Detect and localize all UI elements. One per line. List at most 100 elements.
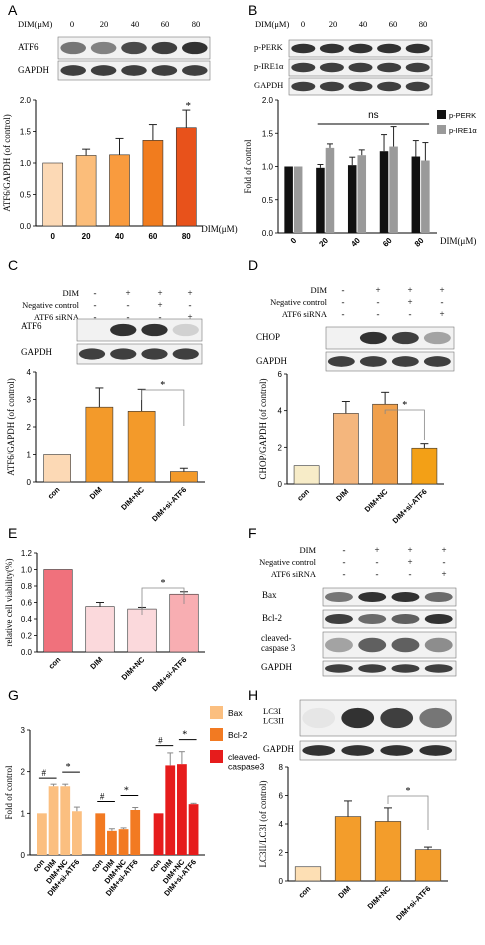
blot-label: ATF6 bbox=[21, 321, 42, 331]
blot-F-bcl2-band bbox=[358, 613, 387, 625]
F-condition-value: + bbox=[441, 569, 446, 579]
blot-D-gapdh-band bbox=[359, 356, 387, 367]
legend-label: p-PERK bbox=[449, 111, 476, 120]
y-axis-label: LC3II/LC3I (of control) bbox=[258, 781, 268, 868]
D-condition-label: ATF6 siRNA bbox=[282, 309, 328, 319]
blot-F-bcl2-band bbox=[391, 613, 420, 625]
C-condition-value: - bbox=[159, 312, 162, 322]
bracket-line bbox=[384, 409, 425, 440]
blot-B-ire1-band bbox=[405, 62, 430, 73]
panel-letter-E: E bbox=[8, 525, 17, 541]
x-tick-label: 60 bbox=[381, 236, 394, 249]
blot-label: GAPDH bbox=[18, 65, 50, 75]
dim-header-value: 40 bbox=[359, 19, 368, 29]
x-tick-label: 20 bbox=[317, 236, 330, 249]
D-condition-value: - bbox=[342, 297, 345, 307]
blot-B-perk-band bbox=[348, 43, 373, 54]
blot-A-atf6-band bbox=[121, 41, 147, 55]
x-tick-label: DIM+si-ATF6 bbox=[150, 485, 188, 523]
blot-D-gapdh-band bbox=[327, 356, 355, 367]
bar bbox=[316, 167, 325, 233]
y-tick-label: 0.0 bbox=[21, 648, 33, 657]
y-tick-label: 0.0 bbox=[20, 222, 32, 231]
blot-C-atf6-frame bbox=[76, 318, 203, 342]
legend-label: cleaved-caspase3 bbox=[228, 752, 265, 772]
y-tick-label: 1.5 bbox=[20, 128, 32, 137]
y-axis-label: relative cell viability(%) bbox=[4, 559, 14, 647]
y-tick-label: 2 bbox=[21, 768, 26, 777]
bracket-line bbox=[141, 389, 185, 426]
blot-A-atf6-band bbox=[60, 41, 86, 55]
y-tick-label: 2 bbox=[278, 443, 283, 452]
C-condition-value: + bbox=[157, 300, 162, 310]
y-tick-label: 0 bbox=[27, 478, 32, 487]
blot-H-gapdh-band bbox=[380, 745, 414, 756]
blot-F-casp3-band bbox=[424, 637, 453, 653]
blot-D-chop-frame bbox=[325, 326, 455, 350]
blot-H-lc3-band bbox=[419, 707, 453, 729]
bar bbox=[153, 813, 164, 855]
dim-header-value: 40 bbox=[131, 19, 140, 29]
blot-F-bax-band bbox=[391, 591, 420, 603]
bar bbox=[333, 413, 359, 485]
blot-D-gapdh-band bbox=[423, 356, 451, 367]
blot-F-casp3-band bbox=[391, 637, 420, 653]
blot-D-gapdh-frame bbox=[325, 351, 455, 372]
x-tick-label: 0 bbox=[50, 232, 55, 241]
y-tick-label: 4 bbox=[278, 407, 283, 416]
bar bbox=[95, 813, 106, 855]
blot-A-atf6-band bbox=[151, 41, 178, 55]
x-tick-label: con bbox=[297, 884, 313, 900]
blot-F-gapdh-band bbox=[424, 664, 453, 673]
blot-H-gapdh-frame bbox=[299, 740, 457, 761]
blot-H-lc3-band bbox=[341, 707, 375, 729]
blot-C-gapdh-band bbox=[172, 348, 199, 360]
y-tick-label: 6 bbox=[278, 370, 283, 379]
bar bbox=[37, 813, 47, 855]
x-tick-label: DIM bbox=[336, 884, 352, 900]
blot-B-ire1-band bbox=[319, 62, 344, 73]
C-condition-label: ATF6 siRNA bbox=[34, 312, 80, 322]
x-tick-label: DIM+si-ATF6 bbox=[391, 487, 429, 525]
bar bbox=[389, 146, 398, 233]
F-condition-value: - bbox=[343, 569, 346, 579]
x-tick-label: DIM bbox=[88, 655, 104, 671]
significance-mark: * bbox=[161, 578, 166, 589]
bar bbox=[43, 569, 73, 653]
blot-label: ATF6 bbox=[18, 42, 39, 52]
blot-A-gapdh-band bbox=[90, 65, 117, 76]
legend-swatch bbox=[437, 110, 446, 119]
blot-B-perk-band bbox=[319, 43, 344, 54]
blot-H-lc3-band bbox=[380, 707, 414, 729]
panel-letter-C: C bbox=[8, 257, 18, 273]
blot-B-ire1-band bbox=[348, 62, 373, 73]
y-tick-label: 1.0 bbox=[262, 163, 274, 172]
D-condition-value: - bbox=[377, 297, 380, 307]
panel-letter-A: A bbox=[8, 2, 18, 18]
y-tick-label: 0 bbox=[279, 877, 284, 886]
legend-swatch bbox=[437, 125, 446, 134]
y-tick-label: 1 bbox=[21, 809, 26, 818]
blot-label: GAPDH bbox=[256, 356, 288, 366]
blot-A-gapdh-band bbox=[151, 65, 178, 76]
bar bbox=[374, 821, 402, 882]
C-condition-value: + bbox=[187, 288, 192, 298]
significance-mark: ns bbox=[368, 110, 379, 121]
C-condition-value: + bbox=[125, 288, 130, 298]
D-condition-value: - bbox=[342, 309, 345, 319]
blot-H-gapdh-band bbox=[341, 745, 375, 756]
blot-C-atf6-band bbox=[172, 323, 199, 337]
D-condition-value: + bbox=[407, 297, 412, 307]
blot-F-gapdh-band bbox=[391, 664, 420, 673]
C-condition-value: - bbox=[127, 312, 130, 322]
y-tick-label: 0.6 bbox=[21, 599, 33, 608]
y-axis-label: ATF6/GAPDH (of control) bbox=[6, 378, 16, 476]
bar bbox=[142, 140, 164, 227]
F-condition-value: - bbox=[376, 557, 379, 567]
x-axis-label: DIM(μM) bbox=[440, 236, 476, 246]
blot-label: cleaved-caspase 3 bbox=[261, 633, 296, 653]
blot-F-bax-band bbox=[358, 591, 387, 603]
y-tick-label: 1 bbox=[27, 451, 32, 460]
blot-F-bcl2-frame bbox=[322, 609, 457, 629]
legend-swatch bbox=[210, 706, 223, 719]
